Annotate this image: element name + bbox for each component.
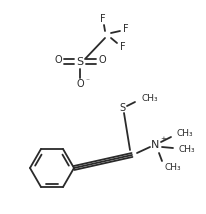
Text: S: S	[118, 103, 124, 113]
Text: CH₃: CH₃	[176, 128, 193, 138]
Text: F: F	[100, 14, 105, 24]
Text: CH₃: CH₃	[164, 162, 181, 171]
Text: O: O	[54, 55, 62, 65]
Text: O: O	[76, 79, 83, 89]
Text: O: O	[98, 55, 105, 65]
Text: S: S	[76, 57, 83, 67]
Text: CH₃: CH₃	[141, 94, 158, 103]
Text: F: F	[120, 42, 125, 52]
Text: F: F	[123, 24, 128, 34]
Text: +: +	[159, 136, 165, 142]
Text: N: N	[150, 140, 158, 150]
Text: CH₃: CH₃	[178, 144, 195, 153]
Text: ⁻: ⁻	[85, 76, 89, 86]
